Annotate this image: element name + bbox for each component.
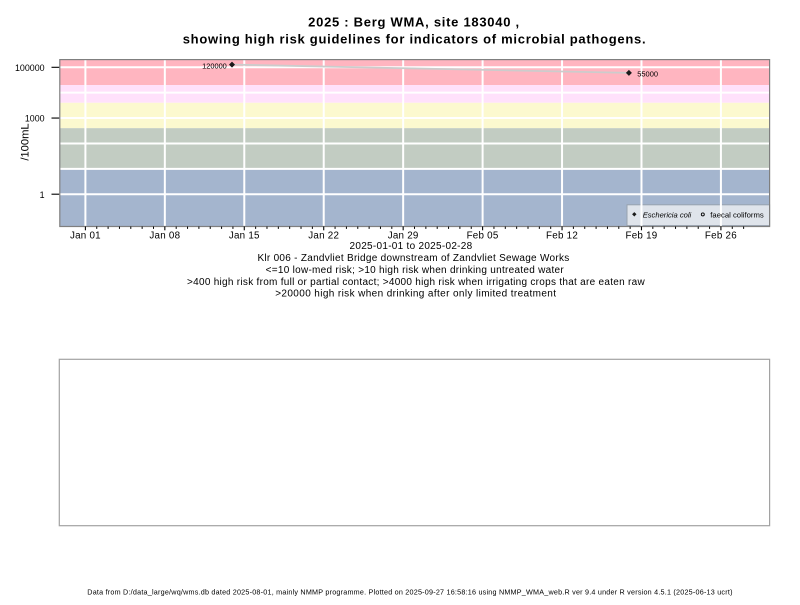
svg-text:Data from D:/data_large/wq/wms: Data from D:/data_large/wq/wms.db dated … [87, 587, 732, 596]
svg-text:Jan 15: Jan 15 [229, 231, 260, 242]
svg-text:120000: 120000 [202, 61, 227, 70]
svg-text:Jan 29: Jan 29 [388, 231, 419, 242]
svg-text:faecal coliforms: faecal coliforms [710, 210, 764, 219]
svg-text:>20000 high risk when drinking: >20000 high risk when drinking after onl… [275, 288, 556, 299]
svg-text:1000: 1000 [25, 114, 45, 124]
svg-text:55000: 55000 [637, 69, 658, 78]
svg-text:1: 1 [40, 190, 45, 200]
svg-text:Jan 01: Jan 01 [70, 231, 101, 242]
svg-text:Klr 006 - Zandvliet Bridge dow: Klr 006 - Zandvliet Bridge downstream of… [257, 253, 569, 264]
svg-text:showing high risk guidelines f: showing high risk guidelines for indicat… [183, 31, 647, 46]
svg-text:2025-01-01 to 2025-02-28: 2025-01-01 to 2025-02-28 [350, 241, 473, 252]
svg-text:>400 high risk from full or pa: >400 high risk from full or partial cont… [187, 277, 645, 288]
svg-text:<=10 low-med risk; >10 high ri: <=10 low-med risk; >10 high risk when dr… [266, 265, 565, 276]
svg-text:Feb 05: Feb 05 [467, 231, 499, 242]
svg-text:/100mL: /100mL [19, 123, 31, 160]
svg-text:Feb 26: Feb 26 [705, 231, 737, 242]
svg-text:Feb 12: Feb 12 [546, 231, 578, 242]
svg-text:Jan 08: Jan 08 [149, 231, 180, 242]
svg-text:2025 : Berg WMA, site 183040 ,: 2025 : Berg WMA, site 183040 , [308, 14, 520, 29]
svg-text:Jan 22: Jan 22 [308, 231, 339, 242]
svg-text:100000: 100000 [15, 63, 45, 73]
svg-text:Eschericia coli: Eschericia coli [643, 210, 692, 219]
svg-text:Feb 19: Feb 19 [625, 231, 657, 242]
